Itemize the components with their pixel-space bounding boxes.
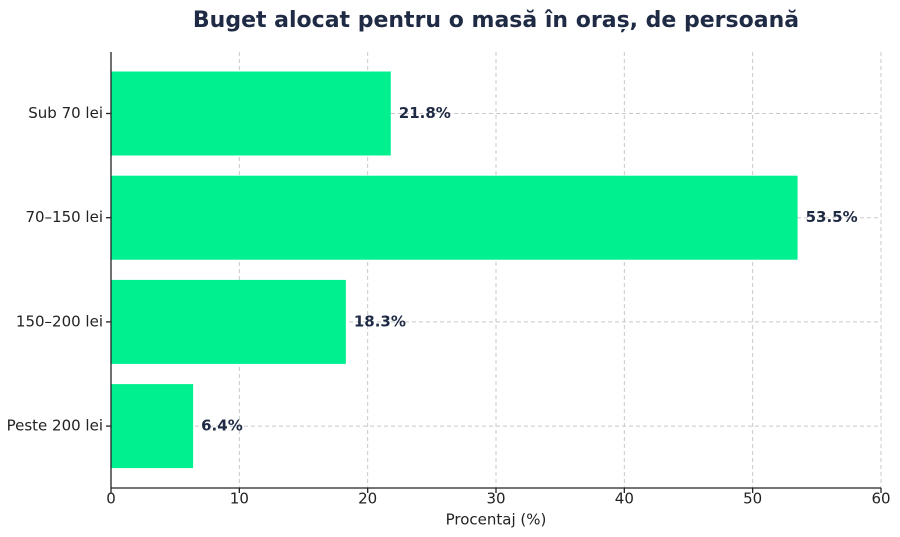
y-tick-label: Sub 70 lei (28, 104, 103, 122)
chart-title: Buget alocat pentru o masă în oraș, de p… (193, 8, 799, 33)
x-axis-label: Procentaj (%) (446, 511, 547, 529)
x-tick-label: 40 (615, 490, 634, 508)
x-tick-label: 50 (743, 490, 762, 508)
value-label: 53.5% (806, 208, 858, 226)
bar (111, 71, 391, 156)
x-tick-label: 0 (106, 490, 116, 508)
x-tick-label: 30 (486, 490, 505, 508)
value-label: 18.3% (354, 312, 406, 330)
x-tick-label: 20 (358, 490, 377, 508)
value-label: 21.8% (399, 104, 451, 122)
y-tick-label: 70–150 lei (25, 208, 103, 226)
x-tick-label: 60 (871, 490, 890, 508)
x-tick-label: 10 (230, 490, 249, 508)
bar (111, 384, 194, 469)
y-tick-label: 150–200 lei (16, 312, 103, 330)
value-label: 6.4% (201, 417, 243, 435)
bar (111, 175, 798, 260)
bar (111, 279, 346, 364)
y-tick-label: Peste 200 lei (7, 417, 103, 435)
